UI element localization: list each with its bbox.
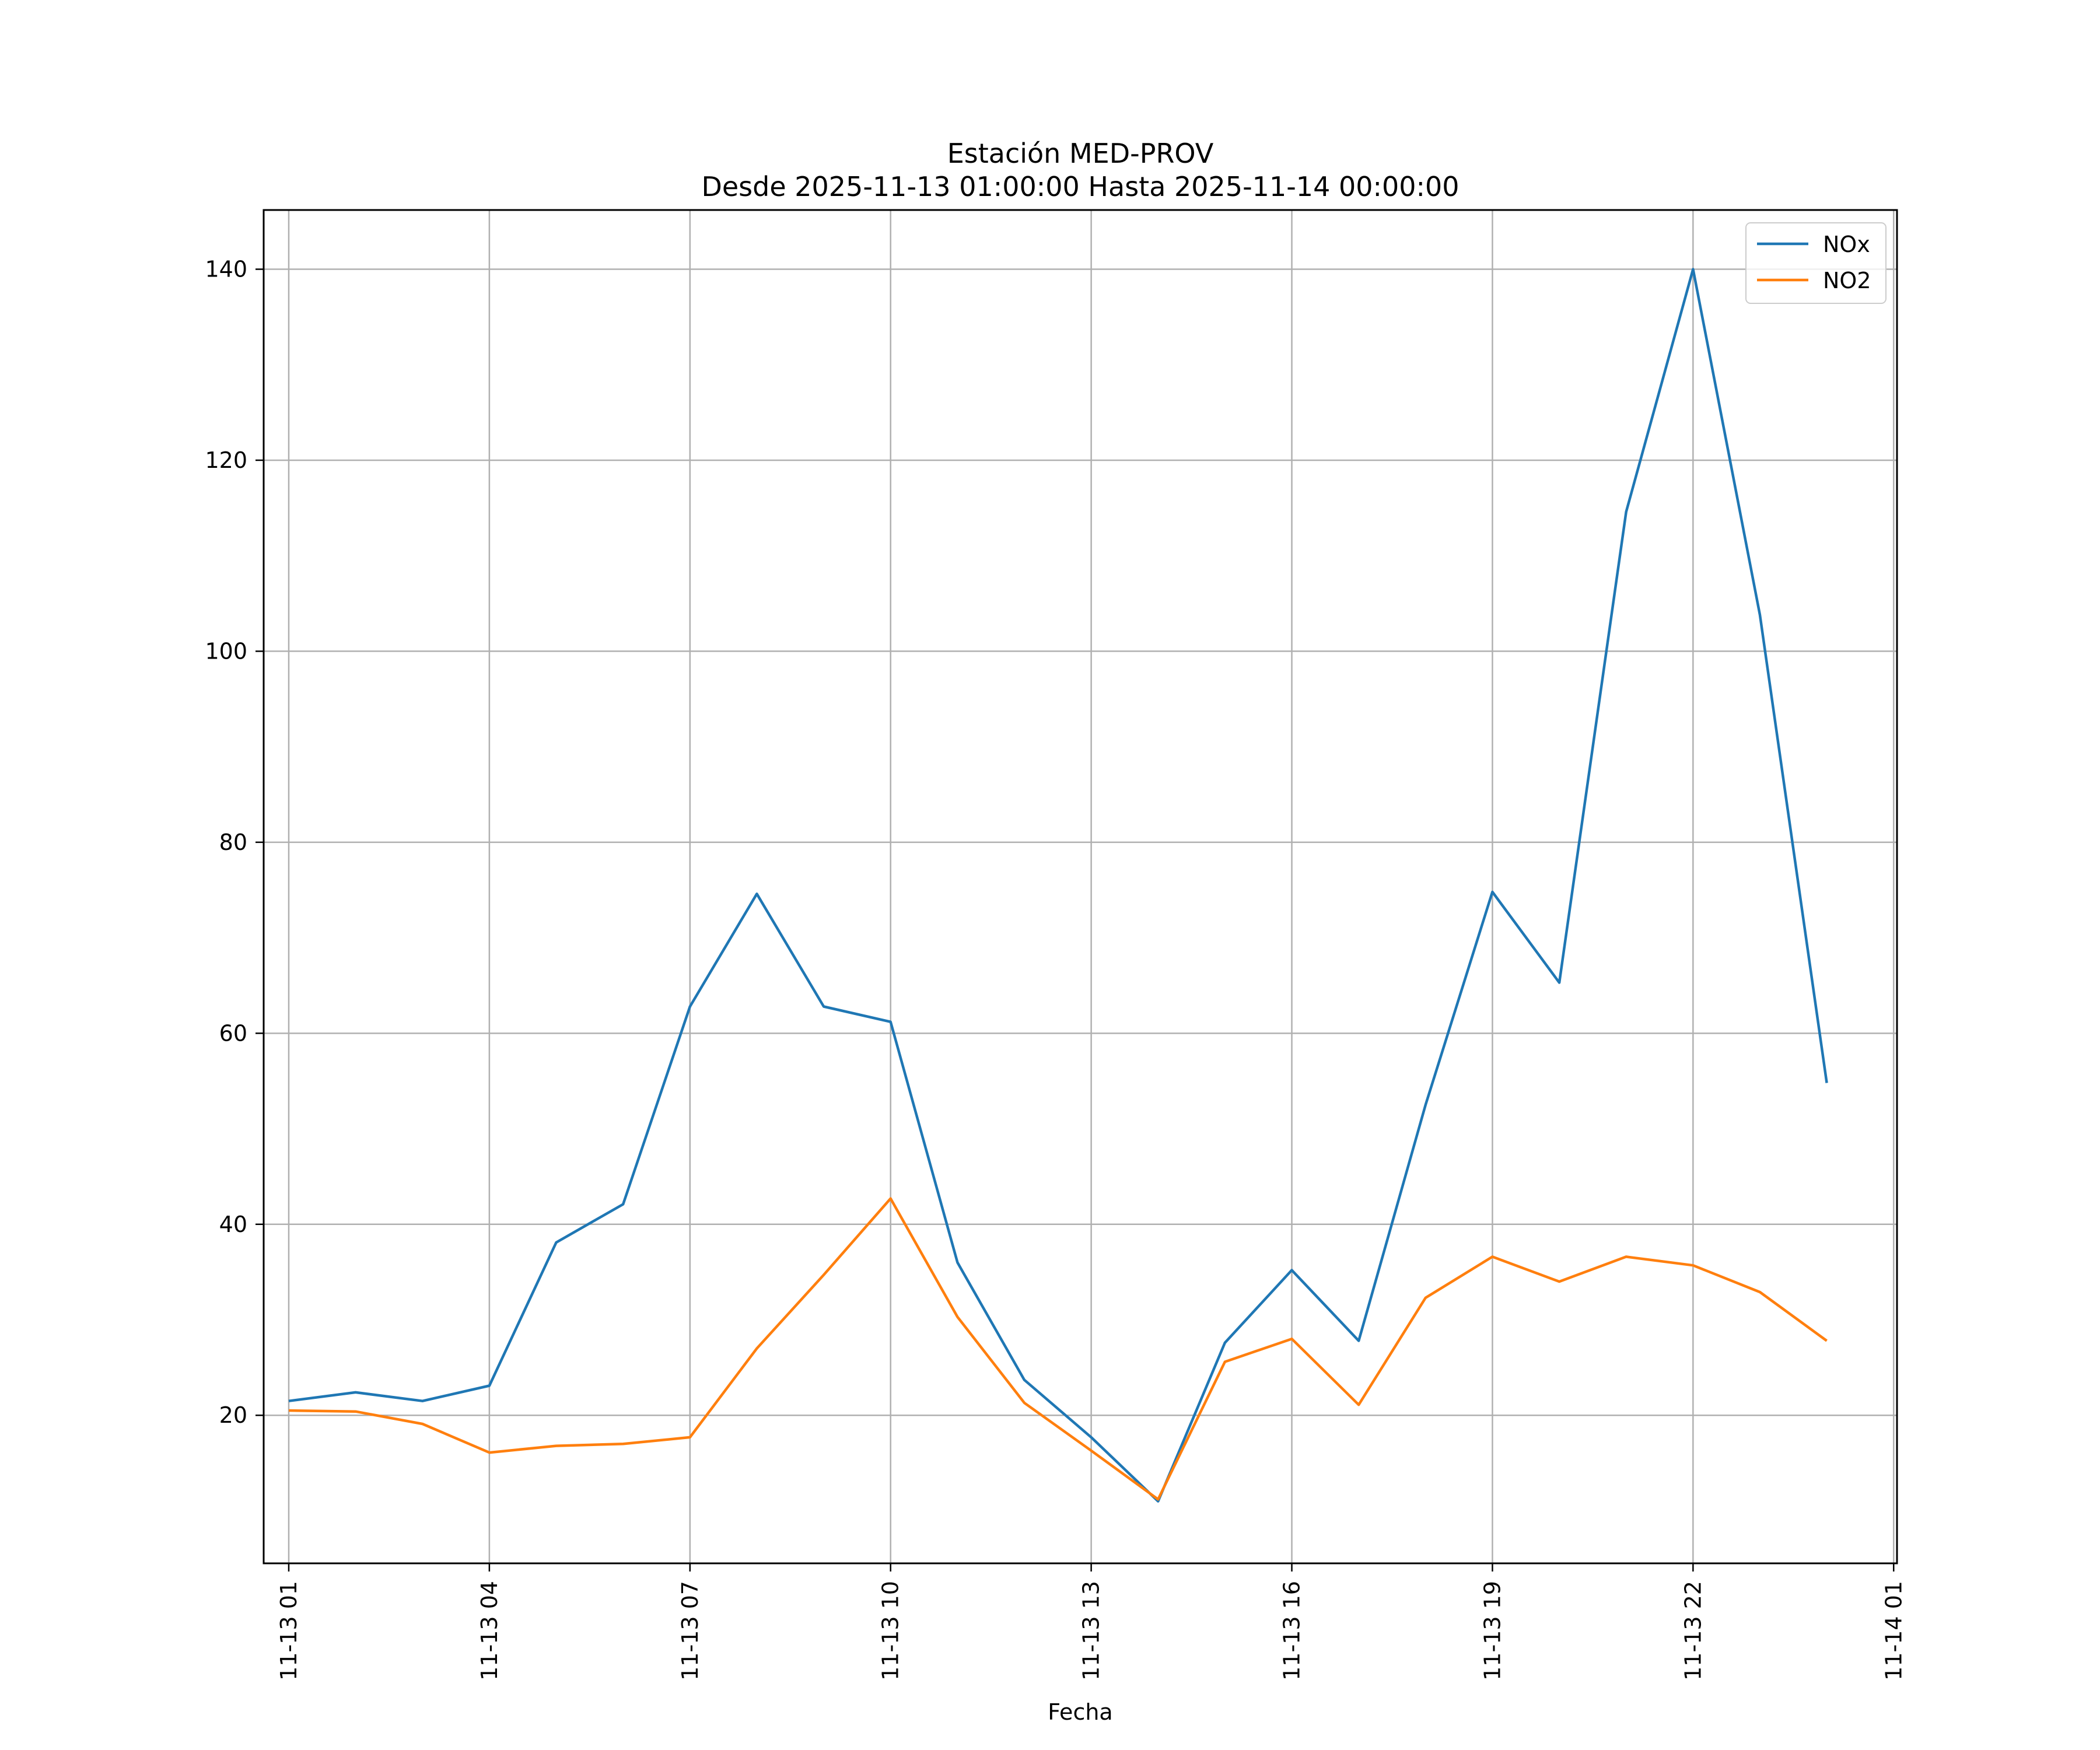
x-tick-label: 11-14 01 xyxy=(1881,1581,1906,1681)
x-tick-label: 11-13 10 xyxy=(878,1581,904,1681)
series-line-no2 xyxy=(288,1197,1828,1501)
y-axis: 20 40 60 80 100 120 140 xyxy=(205,257,264,1428)
series-lines xyxy=(288,268,1828,1503)
legend-label-nox: NOx xyxy=(1823,232,1870,257)
x-tick-label: 11-13 16 xyxy=(1279,1581,1305,1681)
chart-subtitle: Desde 2025-11-13 01:00:00 Hasta 2025-11-… xyxy=(701,171,1459,202)
x-tick-label: 11-13 07 xyxy=(677,1581,703,1681)
x-tick-label: 11-13 13 xyxy=(1079,1581,1104,1681)
x-tick-label: 11-13 19 xyxy=(1479,1581,1505,1681)
x-tick-label: 11-13 04 xyxy=(477,1581,502,1681)
grid xyxy=(264,210,1897,1563)
legend-label-no2: NO2 xyxy=(1823,268,1871,293)
x-axis-label: Fecha xyxy=(1048,1699,1112,1725)
y-tick-label: 60 xyxy=(219,1020,247,1046)
y-tick-label: 100 xyxy=(205,638,247,664)
x-tick-label: 11-13 01 xyxy=(276,1581,302,1681)
y-tick-label: 80 xyxy=(219,830,247,855)
y-tick-label: 20 xyxy=(219,1402,247,1428)
plot-frame xyxy=(262,209,1898,1564)
x-axis: 11-13 01 11-13 04 11-13 07 11-13 10 11-13 13… xyxy=(276,1563,1906,1681)
x-tick-label: 11-13 22 xyxy=(1680,1581,1706,1681)
y-tick-label: 120 xyxy=(205,447,247,473)
y-tick-label: 40 xyxy=(219,1212,247,1237)
legend: NOx NO2 xyxy=(1745,222,1887,304)
series-line-nox xyxy=(288,268,1828,1503)
chart-title: Estación MED-PROV xyxy=(947,138,1214,169)
y-tick-label: 140 xyxy=(205,257,247,282)
